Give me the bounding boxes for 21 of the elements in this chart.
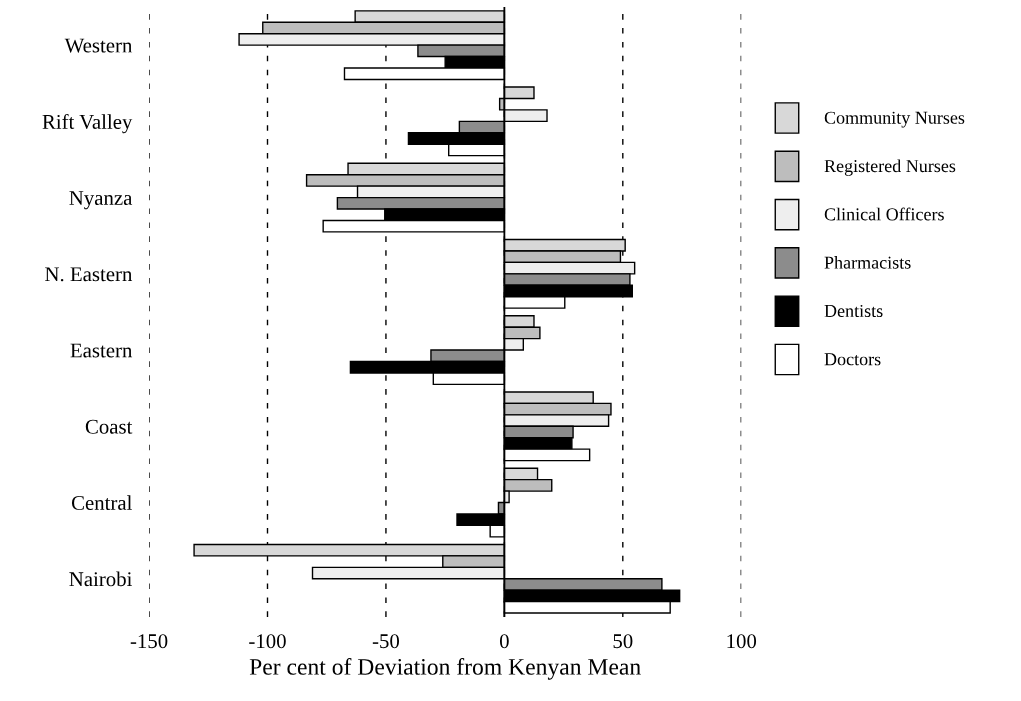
x-tick-label: -100	[249, 634, 286, 649]
legend-label: Clinical Officers	[824, 207, 944, 221]
x-tick-label: -50	[372, 634, 400, 649]
y-tick-label: Nyanza	[69, 191, 133, 210]
y-tick-label: N. Eastern	[45, 267, 133, 282]
legend-label: Registered Nurses	[824, 159, 956, 176]
y-tick-label: Western	[64, 38, 133, 53]
legend-label: Dentists	[824, 304, 883, 318]
legend-label: Pharmacists	[824, 256, 911, 269]
legend-label: Community Nurses	[824, 111, 965, 128]
x-tick-label: -150	[130, 634, 168, 649]
x-tick-label: 50	[613, 634, 633, 649]
y-tick-label: Central	[71, 495, 132, 510]
legend-label: Doctors	[824, 353, 881, 366]
x-axis-title: Per cent of Deviation from Kenyan Mean	[249, 658, 641, 680]
y-tick-label: Rift Valley	[42, 114, 133, 134]
x-tick-label: 0	[499, 634, 509, 649]
y-tick-label: Nairobi	[69, 571, 132, 587]
y-tick-label: Coast	[85, 419, 133, 434]
x-tick-label: 100	[727, 634, 757, 649]
y-tick-label: Eastern	[70, 343, 133, 358]
